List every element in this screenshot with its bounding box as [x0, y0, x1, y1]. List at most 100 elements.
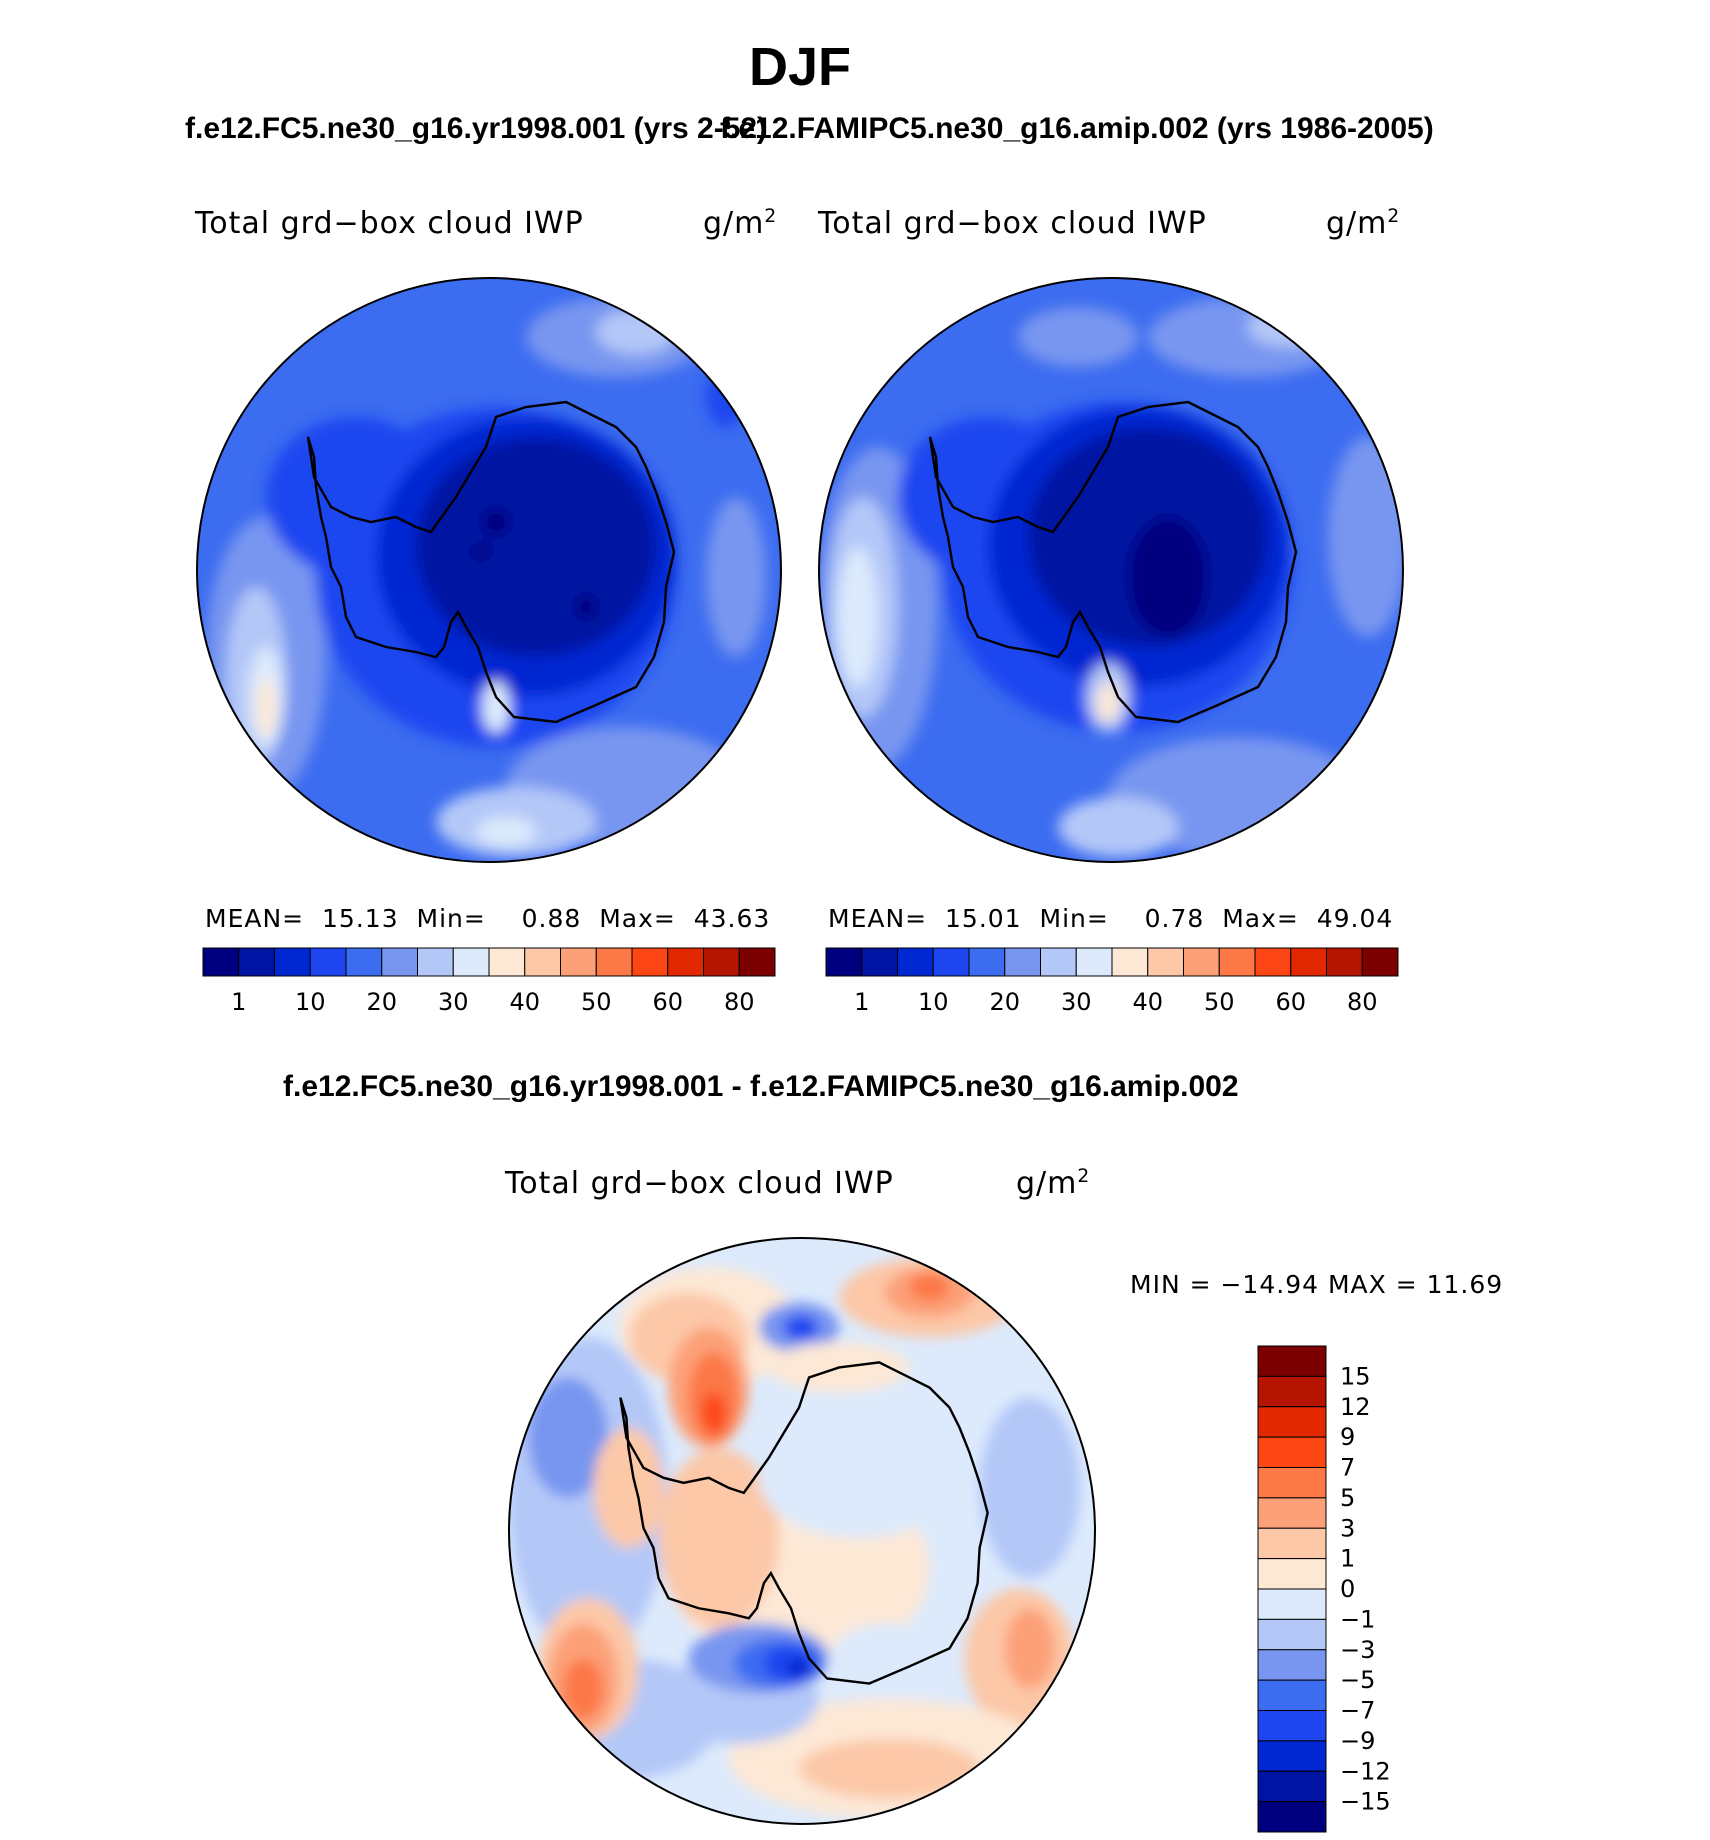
colorbar-right-tick-label: 20 [989, 988, 1020, 1016]
antarctica-coastline-difference [619, 1361, 989, 1685]
right-case-title: f.e12.FAMIPC5.ne30_g16.amip.002 (yrs 198… [720, 112, 1434, 145]
colorbar-left-swatch [238, 947, 275, 977]
colorbar-left-swatch [452, 947, 490, 977]
colorbar-left-swatch [738, 947, 776, 977]
colorbar-difference-swatch [1257, 1740, 1327, 1772]
colorbar-difference-tick-label: −3 [1340, 1636, 1375, 1664]
colorbar-left: 1 10 20 30 40 50 60 80 [202, 947, 776, 1016]
colorbar-right-swatch [1326, 947, 1363, 977]
colorbar-left-tick-label: 50 [581, 988, 612, 1016]
colorbar-left-tick-label: 30 [438, 988, 469, 1016]
colorbar-right-swatch [1218, 947, 1256, 977]
colorbar-difference-swatch [1257, 1375, 1327, 1408]
colorbar-difference-swatch [1257, 1406, 1327, 1438]
panel1-units: g/m2 [703, 206, 778, 241]
colorbar-difference-swatch [1257, 1801, 1327, 1833]
colorbar-difference-swatch [1257, 1770, 1327, 1803]
colorbar-difference-tick-label: 3 [1340, 1514, 1355, 1542]
colorbar-right-swatch [968, 947, 1006, 977]
panel1-variable-title: Total grd−box cloud IWP [195, 206, 584, 241]
difference-minmax: MIN = −14.94 MAX = 11.69 [1130, 1270, 1504, 1299]
colorbar-right-tick-label: 40 [1132, 988, 1163, 1016]
colorbar-left-swatch [488, 947, 526, 977]
colorbar-left-swatch [417, 947, 454, 977]
colorbar-difference-swatch [1257, 1467, 1327, 1499]
colorbar-right-tick-label: 10 [918, 988, 949, 1016]
colorbar-difference-swatch [1257, 1710, 1327, 1742]
colorbar-left-swatch [667, 947, 704, 977]
colorbar-right-tick-label: 50 [1204, 988, 1235, 1016]
colorbar-right: 1 10 20 30 40 50 60 80 [825, 947, 1399, 1016]
colorbar-difference-swatch [1257, 1618, 1327, 1651]
panel2-units: g/m2 [1326, 206, 1401, 241]
colorbar-left-swatch [560, 947, 597, 977]
colorbar-difference-tick-label: 0 [1340, 1575, 1355, 1603]
colorbar-difference-tick-label: −15 [1340, 1788, 1391, 1816]
colorbar-right-swatch [861, 947, 898, 977]
colorbar-left-swatch [703, 947, 740, 977]
colorbar-right-swatch [1254, 947, 1292, 977]
colorbar-right-swatch [1183, 947, 1220, 977]
colorbar-right-swatch [1111, 947, 1149, 977]
colorbar-left-swatch [345, 947, 383, 977]
colorbar-right-swatch [932, 947, 970, 977]
colorbar-left-swatch [274, 947, 311, 977]
colorbar-difference-tick-label: −12 [1340, 1757, 1391, 1785]
colorbar-left-tick-label: 10 [295, 988, 326, 1016]
colorbar-left-tick-label: 40 [509, 988, 540, 1016]
figure-title: DJF [748, 37, 851, 97]
left-case-title: f.e12.FC5.ne30_g16.yr1998.001 (yrs 2-52) [185, 112, 768, 145]
colorbar-difference-tick-label: 15 [1340, 1362, 1371, 1390]
colorbar-difference-swatch [1257, 1588, 1327, 1620]
panel2-stats: MEAN= 15.01 Min= 0.78 Max= 49.04 [828, 904, 1394, 933]
colorbar-right-tick-label: 1 [854, 988, 869, 1016]
colorbar-difference: 15 129 753 10−1 −3−5 −7−9−12 −15 [1257, 1345, 1391, 1833]
colorbar-left-swatch [524, 947, 561, 977]
colorbar-right-swatch [1040, 947, 1077, 977]
colorbar-right-swatch [897, 947, 934, 977]
panel1-stats: MEAN= 15.13 Min= 0.88 Max= 43.63 [205, 904, 771, 933]
colorbar-difference-swatch [1257, 1679, 1327, 1711]
panel3-units: g/m2 [1016, 1166, 1091, 1201]
colorbar-difference-tick-label: −9 [1340, 1727, 1375, 1755]
colorbar-left-tick-label: 60 [652, 988, 683, 1016]
colorbar-right-tick-label: 60 [1275, 988, 1306, 1016]
map-panel-left [196, 277, 782, 863]
colorbar-difference-tick-label: 9 [1340, 1423, 1355, 1451]
map-panel-right [818, 277, 1404, 863]
colorbar-difference-tick-label: −1 [1340, 1605, 1375, 1633]
colorbar-right-swatch [1147, 947, 1184, 977]
colorbar-left-tick-label: 80 [724, 988, 755, 1016]
colorbar-left-tick-label: 1 [231, 988, 246, 1016]
colorbar-difference-tick-label: 7 [1340, 1454, 1355, 1482]
colorbar-right-swatch [825, 947, 863, 977]
map-difference-field [509, 1238, 1095, 1824]
colorbar-right-swatch [1290, 947, 1327, 977]
colorbar-right-swatch [1361, 947, 1399, 977]
colorbar-left-swatch [202, 947, 240, 977]
colorbar-difference-swatch [1257, 1497, 1327, 1529]
colorbar-difference-swatch [1257, 1345, 1327, 1377]
colorbar-left-swatch [631, 947, 669, 977]
colorbar-difference-tick-label: 1 [1340, 1545, 1355, 1573]
map-left-field [197, 278, 781, 862]
map-panel-difference [508, 1237, 1096, 1825]
colorbar-difference-swatch [1257, 1558, 1327, 1590]
colorbar-difference-tick-label: −5 [1340, 1666, 1375, 1694]
colorbar-difference-swatch [1257, 1436, 1327, 1468]
colorbar-left-swatch [309, 947, 347, 977]
colorbar-right-swatch [1075, 947, 1113, 977]
panel3-variable-title: Total grd−box cloud IWP [505, 1166, 894, 1201]
panel2-variable-title: Total grd−box cloud IWP [818, 206, 1207, 241]
colorbar-left-swatch [381, 947, 418, 977]
diff-case-title: f.e12.FC5.ne30_g16.yr1998.001 - f.e12.FA… [283, 1070, 1239, 1103]
colorbar-right-swatch [1004, 947, 1041, 977]
colorbar-left-tick-label: 20 [366, 988, 397, 1016]
colorbar-difference-swatch [1257, 1527, 1327, 1560]
map-right-field [819, 278, 1403, 862]
colorbar-left-swatch [595, 947, 633, 977]
colorbar-difference-tick-label: 12 [1340, 1393, 1371, 1421]
colorbar-difference-tick-label: 5 [1340, 1484, 1355, 1512]
colorbar-difference-tick-label: −7 [1340, 1697, 1375, 1725]
antarctica-coastline-left [306, 400, 676, 724]
